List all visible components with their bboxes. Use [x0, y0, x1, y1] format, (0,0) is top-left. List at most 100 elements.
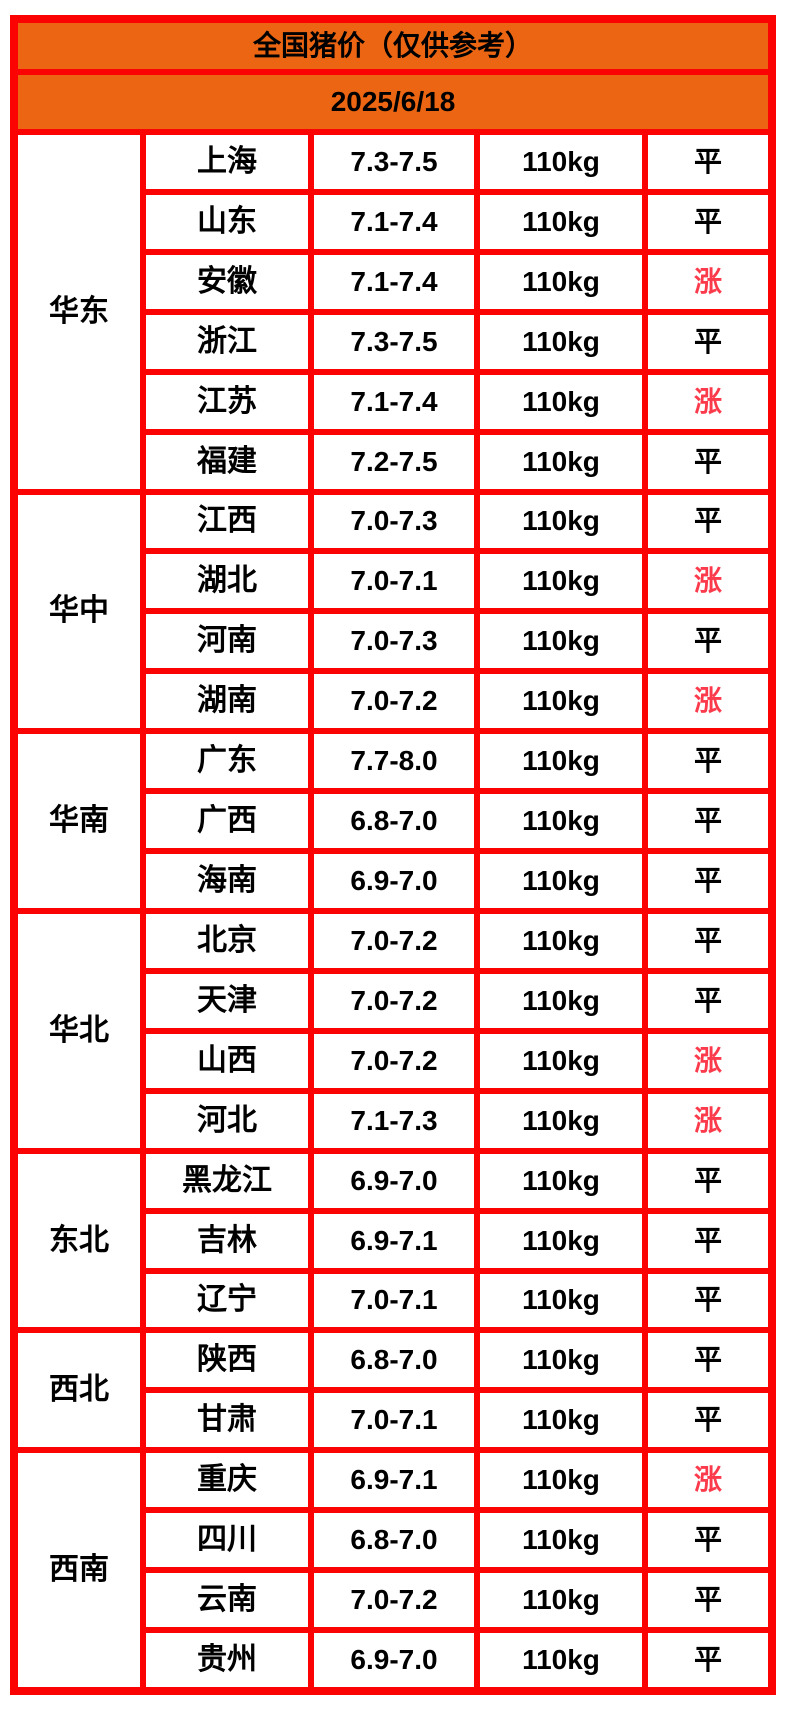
- province-cell: 江西: [146, 494, 308, 549]
- status-cell: 平: [648, 1513, 768, 1568]
- price-cell: 6.9-7.0: [314, 1153, 474, 1208]
- price-cell: 7.0-7.1: [314, 554, 474, 609]
- weight-cell: 110kg: [480, 1333, 642, 1388]
- status-cell: 平: [648, 734, 768, 789]
- province-cell: 安徽: [146, 254, 308, 309]
- price-cell: 7.7-8.0: [314, 734, 474, 789]
- status-cell: 平: [648, 973, 768, 1028]
- weight-cell: 110kg: [480, 554, 642, 609]
- table-date: 2025/6/18: [18, 75, 768, 129]
- weight-cell: 110kg: [480, 1573, 642, 1628]
- status-cell: 涨: [648, 1453, 768, 1508]
- weight-cell: 110kg: [480, 1213, 642, 1268]
- province-cell: 天津: [146, 973, 308, 1028]
- status-cell: 平: [648, 314, 768, 369]
- status-cell: 平: [648, 614, 768, 669]
- price-cell: 7.3-7.5: [314, 314, 474, 369]
- province-cell: 海南: [146, 854, 308, 908]
- status-cell: 平: [648, 1393, 768, 1448]
- price-cell: 7.0-7.2: [314, 973, 474, 1028]
- weight-cell: 110kg: [480, 794, 642, 849]
- province-cell: 广东: [146, 734, 308, 789]
- province-cell: 吉林: [146, 1213, 308, 1268]
- price-cell: 7.1-7.4: [314, 254, 474, 309]
- weight-cell: 110kg: [480, 314, 642, 369]
- price-cell: 7.1-7.4: [314, 374, 474, 429]
- province-cell: 黑龙江: [146, 1153, 308, 1208]
- price-cell: 7.0-7.1: [314, 1273, 474, 1328]
- province-cell: 四川: [146, 1513, 308, 1568]
- price-cell: 7.0-7.3: [314, 494, 474, 549]
- price-cell: 7.0-7.1: [314, 1393, 474, 1448]
- province-cell: 广西: [146, 794, 308, 849]
- weight-cell: 110kg: [480, 494, 642, 549]
- province-cell: 河南: [146, 614, 308, 669]
- status-cell: 平: [648, 1573, 768, 1628]
- region-cell: 华中: [18, 494, 140, 729]
- price-cell: 6.8-7.0: [314, 794, 474, 849]
- province-cell: 山东: [146, 194, 308, 249]
- weight-cell: 110kg: [480, 734, 642, 789]
- weight-cell: 110kg: [480, 1393, 642, 1448]
- status-cell: 平: [648, 794, 768, 849]
- weight-cell: 110kg: [480, 374, 642, 429]
- region-cell: 西北: [18, 1333, 140, 1448]
- province-cell: 湖北: [146, 554, 308, 609]
- weight-cell: 110kg: [480, 913, 642, 968]
- region-cell: 东北: [18, 1153, 140, 1328]
- weight-cell: 110kg: [480, 854, 642, 908]
- weight-cell: 110kg: [480, 674, 642, 729]
- price-cell: 6.9-7.1: [314, 1453, 474, 1508]
- province-cell: 陕西: [146, 1333, 308, 1388]
- province-cell: 湖南: [146, 674, 308, 729]
- price-cell: 6.9-7.0: [314, 854, 474, 908]
- status-cell: 涨: [648, 674, 768, 729]
- weight-cell: 110kg: [480, 973, 642, 1028]
- weight-cell: 110kg: [480, 1153, 642, 1208]
- price-cell: 6.8-7.0: [314, 1333, 474, 1388]
- status-cell: 平: [648, 494, 768, 549]
- weight-cell: 110kg: [480, 254, 642, 309]
- province-cell: 重庆: [146, 1453, 308, 1508]
- region-cell: 华南: [18, 734, 140, 908]
- status-cell: 平: [648, 1333, 768, 1388]
- status-cell: 平: [648, 854, 768, 908]
- weight-cell: 110kg: [480, 614, 642, 669]
- region-cell: 华北: [18, 913, 140, 1148]
- province-cell: 云南: [146, 1573, 308, 1628]
- province-cell: 河北: [146, 1093, 308, 1148]
- weight-cell: 110kg: [480, 1093, 642, 1148]
- weight-cell: 110kg: [480, 1273, 642, 1328]
- status-cell: 平: [648, 1633, 768, 1687]
- province-cell: 贵州: [146, 1633, 308, 1687]
- status-cell: 平: [648, 434, 768, 489]
- status-cell: 平: [648, 1273, 768, 1328]
- status-cell: 平: [648, 1153, 768, 1208]
- province-cell: 上海: [146, 135, 308, 189]
- status-cell: 涨: [648, 1093, 768, 1148]
- region-cell: 西南: [18, 1453, 140, 1687]
- price-cell: 7.0-7.3: [314, 614, 474, 669]
- province-cell: 北京: [146, 913, 308, 968]
- table-title: 全国猪价（仅供参考）: [18, 23, 768, 69]
- province-cell: 辽宁: [146, 1273, 308, 1328]
- province-cell: 浙江: [146, 314, 308, 369]
- price-cell: 7.0-7.2: [314, 913, 474, 968]
- weight-cell: 110kg: [480, 194, 642, 249]
- weight-cell: 110kg: [480, 1033, 642, 1088]
- province-cell: 山西: [146, 1033, 308, 1088]
- status-cell: 涨: [648, 1033, 768, 1088]
- region-cell: 华东: [18, 135, 140, 489]
- price-cell: 6.8-7.0: [314, 1513, 474, 1568]
- status-cell: 平: [648, 135, 768, 189]
- price-table: 全国猪价（仅供参考） 2025/6/18 华东 上海 7.3-7.5 110kg 平山东…: [10, 15, 776, 1695]
- status-cell: 涨: [648, 254, 768, 309]
- province-cell: 甘肃: [146, 1393, 308, 1448]
- weight-cell: 110kg: [480, 1453, 642, 1508]
- status-cell: 平: [648, 194, 768, 249]
- province-cell: 福建: [146, 434, 308, 489]
- price-cell: 7.0-7.2: [314, 1573, 474, 1628]
- price-cell: 7.1-7.4: [314, 194, 474, 249]
- weight-cell: 110kg: [480, 135, 642, 189]
- status-cell: 涨: [648, 554, 768, 609]
